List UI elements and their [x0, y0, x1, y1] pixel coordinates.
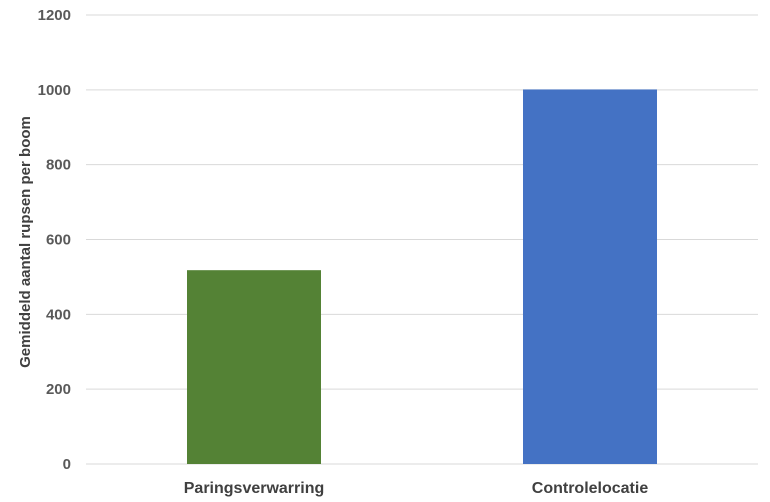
bar-controlelocatie: [523, 89, 657, 464]
x-category-label: Paringsverwarring: [184, 480, 325, 497]
y-tick-label: 800: [46, 157, 71, 174]
y-tick-label: 600: [46, 232, 71, 249]
x-category-label: Controlelocatie: [532, 480, 649, 497]
gridlines: [86, 14, 758, 465]
bars: [187, 89, 657, 464]
x-axis-categories: Paringsverwarring Controlelocatie: [184, 480, 649, 497]
bar-paringsverwarring: [187, 270, 321, 464]
y-tick-label: 1200: [38, 7, 71, 24]
y-tick-label: 200: [46, 381, 71, 398]
y-tick-label: 0: [63, 456, 71, 473]
y-tick-label: 1000: [38, 82, 71, 99]
y-axis-title: Gemiddeld aantal rupsen per boom: [17, 116, 34, 368]
y-axis-ticks: 0 200 400 600 800 1000 1200: [38, 7, 71, 473]
y-tick-label: 400: [46, 306, 71, 323]
